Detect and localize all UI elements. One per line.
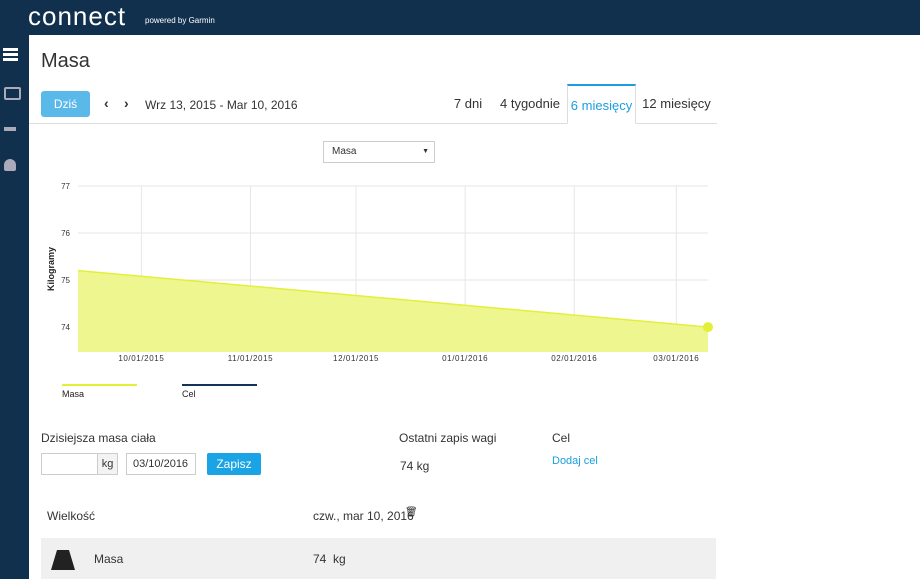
x-tick-label: 01/01/2016 — [442, 354, 488, 363]
goal-link[interactable]: Dodaj cel — [552, 455, 598, 467]
menu-icon[interactable] — [3, 48, 18, 51]
last-label: Ostatni zapis wagi — [399, 431, 497, 445]
table-header: Wielkość — [47, 509, 96, 523]
weight-icon — [51, 550, 75, 570]
tab[interactable]: 7 dni — [453, 96, 483, 111]
y-tick-label: 76 — [61, 229, 70, 238]
connect-icon[interactable] — [4, 127, 16, 131]
tab[interactable]: 6 miesięcy — [567, 84, 636, 124]
unit-label: kg — [97, 453, 118, 475]
metric-dropdown[interactable]: Masa ▼ — [323, 141, 435, 163]
table-header: czw., mar 10, 2016 — [313, 509, 414, 523]
last-value: 74 kg — [400, 459, 430, 473]
legend-label: Cel — [182, 389, 196, 399]
y-tick-label: 77 — [61, 182, 70, 191]
next-button[interactable]: › — [124, 95, 129, 111]
delete-icon[interactable]: 🗑 — [405, 507, 418, 518]
y-tick-label: 74 — [61, 323, 70, 332]
logo[interactable]: connect — [28, 1, 127, 31]
today-button[interactable]: Dziś — [41, 91, 90, 117]
x-tick-label: 10/01/2015 — [118, 354, 164, 363]
form-label: Dzisiejsza masa ciała — [41, 431, 156, 445]
area — [78, 270, 708, 352]
powered-by: powered by Garmin — [145, 16, 215, 25]
inbox-icon[interactable] — [4, 87, 21, 100]
dropdown-value: Masa — [332, 146, 357, 157]
x-tick-label: 02/01/2016 — [551, 354, 597, 363]
x-tick-label: 03/01/2016 — [653, 354, 699, 363]
row-value: 74 kg — [313, 552, 346, 566]
save-button[interactable]: Zapisz — [207, 453, 261, 475]
page-title: Masa — [41, 50, 90, 72]
chart: 74 75 76 77 10/01/2015 11/01/2015 12/01/2015 01… — [46, 182, 713, 399]
date-input[interactable]: 03/10/2016 — [126, 453, 196, 475]
prev-button[interactable]: ‹ — [104, 95, 109, 111]
legend-label: Masa — [62, 389, 84, 399]
y-tick-label: 75 — [61, 276, 70, 285]
point — [703, 322, 713, 333]
divider — [29, 123, 717, 124]
tab[interactable]: 4 tygodnie — [500, 96, 560, 111]
date-range: Wrz 13, 2015 - Mar 10, 2016 — [145, 98, 298, 112]
y-axis-label: Kilogramy — [46, 247, 56, 291]
profile-icon[interactable] — [4, 159, 16, 171]
x-tick-label: 12/01/2015 — [333, 354, 379, 363]
tab[interactable]: 12 miesięcy — [642, 96, 711, 111]
top-bar: connect powered by Garmin — [0, 0, 920, 35]
weight-input[interactable] — [41, 453, 98, 475]
x-tick-label: 11/01/2015 — [228, 354, 273, 363]
goal-label: Cel — [552, 431, 571, 445]
line — [77, 269, 709, 328]
table-row: Masa 74 kg — [41, 538, 716, 579]
sidebar — [0, 35, 29, 579]
row-label: Masa — [94, 552, 124, 566]
